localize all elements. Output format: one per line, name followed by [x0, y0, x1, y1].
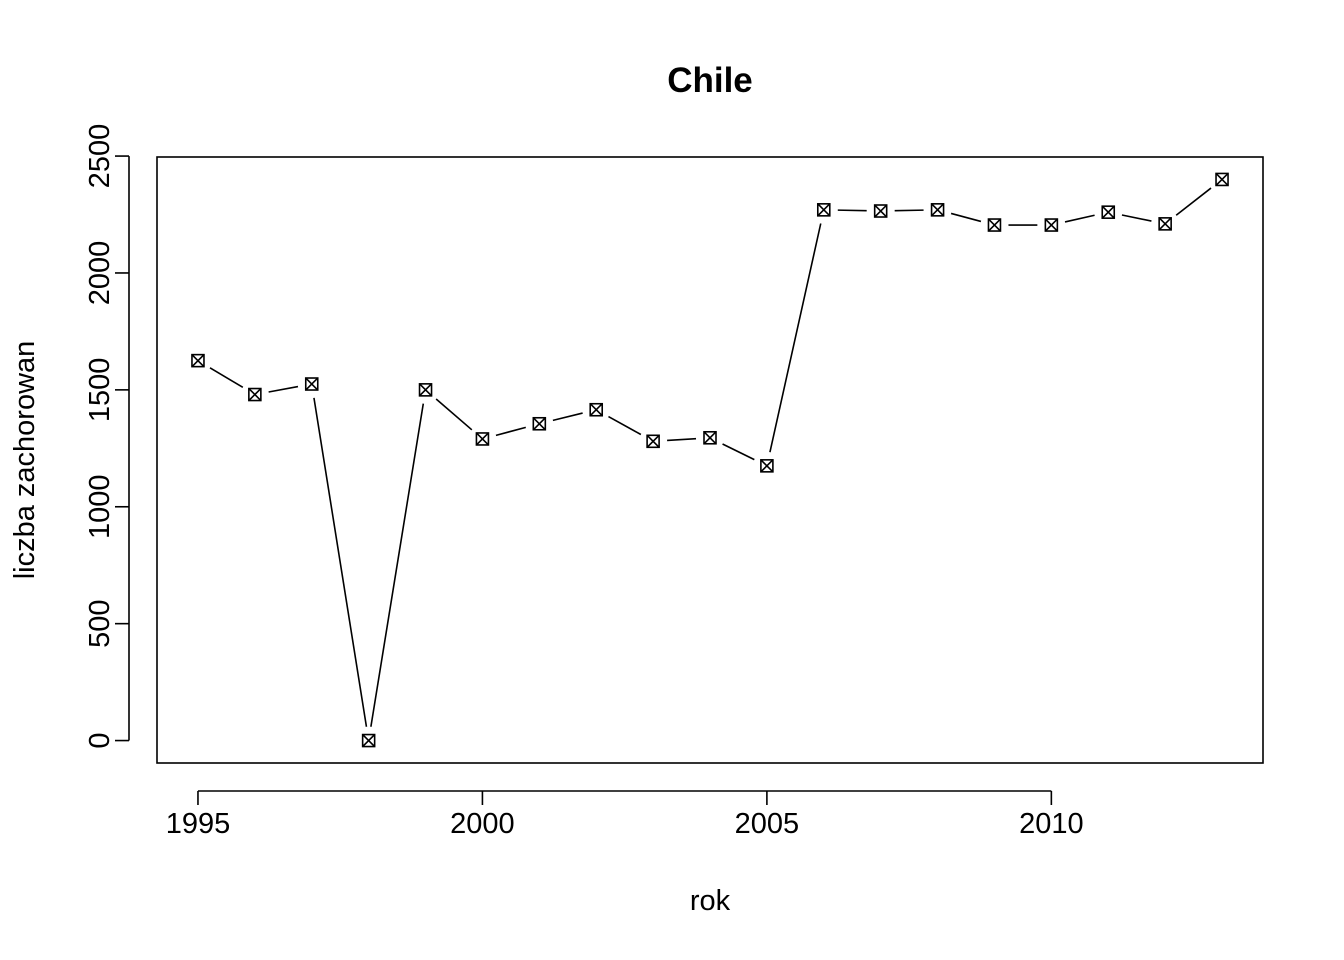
data-point-2008 — [930, 203, 945, 217]
marker-cross-b — [191, 354, 205, 368]
marker-cross-b — [362, 733, 376, 748]
data-point-2006 — [816, 203, 831, 217]
marker-box — [646, 434, 660, 449]
marker-box — [418, 383, 433, 397]
data-point-2007 — [873, 204, 888, 218]
marker-box — [816, 203, 831, 217]
x-tick-label-2005: 2005 — [735, 808, 800, 840]
marker-cross-b — [931, 203, 945, 217]
line-segment-2004-2005 — [722, 443, 755, 461]
data-point-2010 — [1044, 218, 1059, 232]
data-point-2001 — [532, 416, 547, 431]
line-segment-2005-2006 — [769, 223, 822, 453]
marker-box — [987, 218, 1002, 232]
line-segment-1995-1996 — [209, 367, 244, 389]
marker-cross-b — [418, 383, 433, 397]
marker-box — [361, 733, 376, 748]
line-segment-2011-2012 — [1121, 214, 1152, 222]
y-tick-label-1500: 1500 — [84, 358, 116, 423]
data-point-2009 — [987, 218, 1002, 232]
marker-cross-b — [646, 434, 660, 448]
marker-box — [1101, 205, 1116, 219]
line-segment-1998-1999 — [370, 403, 425, 727]
line-segment-2001-2002 — [552, 412, 583, 422]
marker-cross-b — [1215, 172, 1229, 187]
marker-box — [475, 432, 490, 446]
marker-box — [589, 402, 604, 417]
marker-cross-b — [475, 432, 489, 446]
line-segment-2002-2003 — [608, 415, 642, 436]
marker-box — [1215, 172, 1229, 187]
marker-box — [1158, 217, 1172, 231]
data-point-1996 — [248, 387, 262, 402]
data-point-2012 — [1158, 217, 1172, 231]
data-point-1995 — [191, 353, 205, 368]
y-tick-label-500: 500 — [84, 599, 116, 647]
marker-box — [532, 416, 547, 431]
marker-box — [191, 353, 205, 368]
y-tick-label-0: 0 — [84, 732, 116, 748]
marker-box — [930, 203, 945, 217]
y-axis: 0 500 1000 1500 2000 2500 — [84, 124, 130, 749]
x-axis-title: rok — [690, 885, 731, 917]
data-point-1997 — [304, 377, 319, 391]
marker-box — [248, 387, 262, 402]
marker-cross-b — [874, 204, 888, 218]
data-point-2004 — [703, 430, 717, 445]
data-point-2003 — [646, 434, 660, 449]
marker-cross-b — [532, 417, 546, 431]
series-lines — [209, 187, 1212, 727]
line-segment-2008-2009 — [950, 212, 982, 223]
x-axis: 1995 2000 2005 2010 — [166, 790, 1084, 840]
plot-area-frame — [156, 156, 1264, 764]
marker-cross-b — [1044, 218, 1058, 232]
series-markers — [191, 172, 1229, 748]
marker-box — [1044, 218, 1059, 232]
marker-cross-b — [248, 387, 262, 402]
y-tick-label-2000: 2000 — [84, 241, 116, 306]
marker-cross-b — [817, 203, 831, 217]
y-tick-label-2500: 2500 — [84, 124, 116, 189]
line-segment-2010-2011 — [1064, 214, 1095, 223]
data-point-2000 — [475, 432, 490, 446]
marker-cross-b — [703, 431, 717, 445]
marker-cross-b — [1101, 205, 1115, 219]
line-segment-1997-1998 — [313, 397, 368, 727]
marker-cross-b — [760, 459, 774, 473]
line-segment-2003-2004 — [667, 437, 697, 442]
data-point-2011 — [1101, 205, 1116, 219]
chart-title: Chile — [667, 61, 753, 100]
data-point-2002 — [589, 402, 604, 417]
y-tick-label-1000: 1000 — [84, 475, 116, 540]
marker-box — [703, 430, 717, 445]
x-tick-label-1995: 1995 — [166, 808, 231, 840]
marker-cross-b — [987, 218, 1002, 232]
data-point-1998 — [361, 733, 376, 748]
line-segment-2006-2007 — [837, 209, 867, 212]
marker-box — [760, 459, 774, 473]
y-axis-title: liczba zachorowan — [9, 341, 41, 580]
data-point-1999 — [418, 383, 433, 397]
line-segment-2000-2001 — [495, 426, 527, 437]
marker-cross-b — [305, 377, 319, 391]
x-tick-label-2010: 2010 — [1019, 808, 1084, 840]
line-segment-2012-2013 — [1175, 187, 1212, 216]
x-tick-label-2000: 2000 — [450, 808, 515, 840]
marker-box — [873, 204, 888, 218]
marker-box — [304, 377, 319, 391]
data-point-2005 — [760, 459, 774, 473]
marker-cross-b — [1158, 217, 1172, 231]
marker-cross-b — [589, 403, 603, 417]
line-segment-2007-2008 — [894, 209, 924, 212]
line-segment-1996-1997 — [268, 385, 299, 393]
data-point-2013 — [1215, 172, 1229, 187]
line-segment-1999-2000 — [435, 398, 473, 431]
